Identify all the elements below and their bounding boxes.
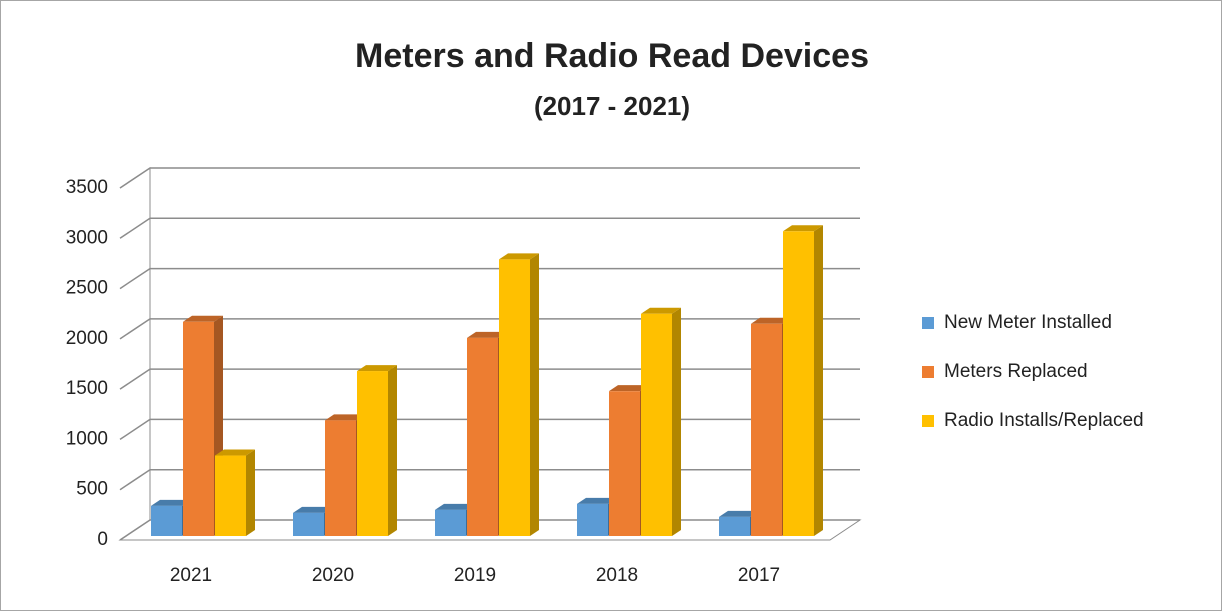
- bar-top: [215, 449, 255, 456]
- y-tick-label: 2500: [66, 278, 108, 299]
- bar: [183, 321, 214, 536]
- bar-top: [357, 365, 397, 372]
- bar-top: [751, 317, 791, 324]
- bar: [499, 259, 530, 536]
- bar-top: [499, 253, 539, 260]
- grid-line: [119, 267, 860, 290]
- bar-side: [814, 225, 823, 537]
- grid-line: [119, 368, 860, 390]
- bar: [641, 313, 672, 536]
- x-tick-label: 2017: [738, 565, 780, 586]
- bar-top: [293, 506, 333, 513]
- bar-side: [530, 253, 539, 536]
- bar: [467, 337, 498, 536]
- y-tick-label: 3000: [66, 227, 108, 248]
- bar: [719, 516, 750, 536]
- legend-label: New Meter Installed: [944, 312, 1112, 333]
- bar: [293, 512, 324, 536]
- bar-top: [467, 331, 507, 338]
- bar: [215, 455, 246, 536]
- y-tick-label: 3500: [66, 177, 108, 198]
- bar: [783, 231, 814, 537]
- bar-top: [609, 385, 649, 392]
- grid-line: [119, 167, 860, 189]
- bar: [151, 505, 182, 536]
- y-tick-label: 2000: [66, 328, 108, 349]
- bar-top: [641, 307, 681, 314]
- bar: [609, 391, 640, 536]
- grid-line: [119, 217, 860, 239]
- bar-side: [246, 449, 255, 536]
- bar: [435, 509, 466, 536]
- y-tick-label: 500: [76, 479, 108, 500]
- legend-label: Radio Installs/Replaced: [944, 410, 1144, 431]
- bar-side: [672, 307, 681, 536]
- x-tick-label: 2019: [454, 565, 496, 586]
- bar-top: [325, 414, 365, 421]
- x-tick-label: 2018: [596, 565, 638, 586]
- x-tick-label: 2021: [170, 565, 212, 586]
- bar: [325, 420, 356, 536]
- legend-swatch: [922, 366, 934, 378]
- bar-top: [183, 315, 223, 322]
- bar-top: [577, 497, 617, 504]
- y-tick-label: 1500: [66, 378, 108, 399]
- legend-swatch: [922, 317, 934, 329]
- bar-top: [151, 499, 191, 506]
- bar-top: [783, 225, 823, 232]
- legend-swatch: [922, 415, 934, 427]
- bar: [357, 371, 388, 536]
- legend-label: Meters Replaced: [944, 361, 1088, 382]
- grid-line: [119, 318, 860, 340]
- bar-top: [435, 503, 475, 510]
- bar: [577, 503, 608, 536]
- chart-title: Meters and Radio Read Devices: [355, 37, 869, 75]
- chart-subtitle: (2017 - 2021): [534, 91, 690, 121]
- x-tick-label: 2020: [312, 565, 354, 586]
- bar-top: [719, 510, 759, 517]
- bar-side: [388, 365, 397, 536]
- y-tick-label: 1000: [66, 428, 108, 449]
- y-tick-label: 0: [97, 529, 108, 550]
- bar: [751, 323, 782, 536]
